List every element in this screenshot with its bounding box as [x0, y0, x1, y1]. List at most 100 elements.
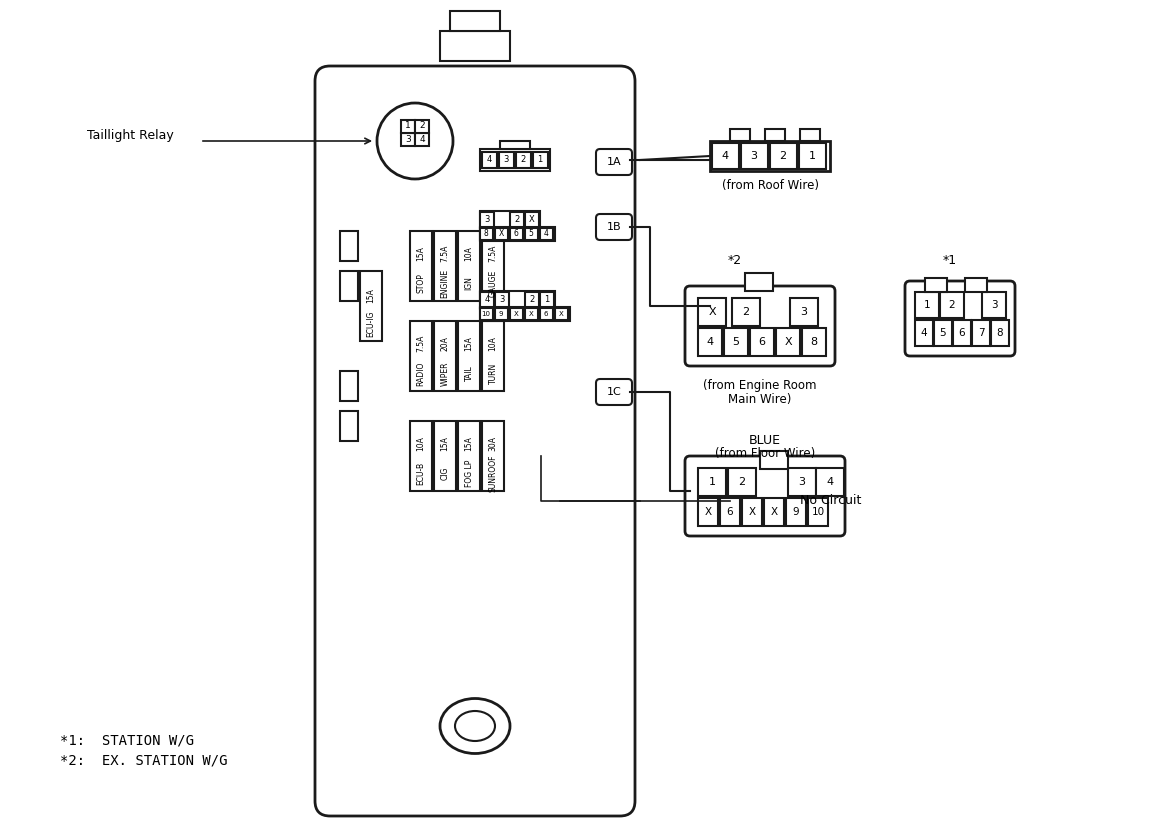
Text: ECU-IG: ECU-IG — [367, 310, 375, 337]
FancyBboxPatch shape — [410, 421, 432, 491]
FancyBboxPatch shape — [730, 129, 750, 141]
Text: X: X — [771, 507, 778, 517]
Text: 8: 8 — [484, 229, 489, 238]
FancyBboxPatch shape — [764, 498, 784, 526]
Text: X: X — [498, 229, 504, 238]
FancyBboxPatch shape — [728, 468, 756, 496]
Text: X: X — [749, 507, 756, 517]
Text: 1: 1 — [808, 151, 815, 161]
FancyBboxPatch shape — [495, 292, 509, 308]
FancyBboxPatch shape — [770, 143, 796, 169]
FancyBboxPatch shape — [479, 211, 540, 229]
FancyBboxPatch shape — [500, 141, 531, 149]
Text: 4: 4 — [484, 296, 490, 304]
Text: 15A: 15A — [464, 436, 474, 451]
FancyBboxPatch shape — [731, 298, 760, 326]
Text: 2: 2 — [514, 215, 520, 224]
FancyBboxPatch shape — [440, 31, 510, 61]
Text: *1: *1 — [943, 254, 957, 268]
FancyBboxPatch shape — [808, 498, 828, 526]
Text: 6: 6 — [727, 507, 734, 517]
Text: 6: 6 — [513, 229, 519, 238]
FancyBboxPatch shape — [816, 468, 844, 496]
FancyBboxPatch shape — [482, 321, 504, 391]
Text: X: X — [558, 311, 563, 317]
Text: 7.5A: 7.5A — [417, 335, 425, 352]
Ellipse shape — [455, 711, 495, 741]
FancyBboxPatch shape — [765, 129, 785, 141]
Text: BLUE: BLUE — [749, 435, 781, 448]
Text: 10: 10 — [482, 311, 490, 317]
Text: ECU-B: ECU-B — [417, 462, 425, 485]
FancyBboxPatch shape — [479, 291, 555, 309]
FancyBboxPatch shape — [479, 228, 493, 240]
FancyBboxPatch shape — [800, 129, 820, 141]
FancyBboxPatch shape — [596, 379, 632, 405]
FancyBboxPatch shape — [742, 498, 762, 526]
FancyBboxPatch shape — [540, 292, 554, 308]
Text: X: X — [784, 337, 792, 347]
FancyBboxPatch shape — [479, 149, 550, 171]
FancyBboxPatch shape — [741, 143, 767, 169]
FancyBboxPatch shape — [340, 231, 358, 261]
Text: No Circuit: No Circuit — [800, 494, 861, 508]
FancyBboxPatch shape — [495, 308, 509, 320]
FancyBboxPatch shape — [802, 328, 825, 356]
Text: 4: 4 — [721, 151, 729, 161]
FancyBboxPatch shape — [457, 321, 479, 391]
FancyBboxPatch shape — [401, 120, 414, 132]
Text: 1C: 1C — [607, 387, 621, 397]
FancyBboxPatch shape — [940, 292, 964, 318]
FancyBboxPatch shape — [788, 468, 816, 496]
FancyBboxPatch shape — [434, 421, 456, 491]
Text: SUNROOF: SUNROOF — [489, 455, 498, 492]
Text: 3: 3 — [484, 215, 490, 224]
Text: (from Engine Room: (from Engine Room — [704, 380, 816, 392]
Text: 4: 4 — [486, 155, 491, 165]
Text: 4: 4 — [706, 337, 714, 347]
FancyBboxPatch shape — [760, 451, 788, 469]
Text: 9: 9 — [793, 507, 799, 517]
FancyBboxPatch shape — [450, 11, 500, 31]
Text: STOP: STOP — [417, 273, 425, 293]
FancyBboxPatch shape — [315, 66, 635, 816]
Text: 4: 4 — [921, 328, 928, 338]
FancyBboxPatch shape — [745, 273, 773, 291]
Text: 1: 1 — [405, 121, 411, 130]
FancyBboxPatch shape — [414, 120, 430, 132]
Text: *1:  STATION W/G: *1: STATION W/G — [60, 734, 194, 748]
FancyBboxPatch shape — [410, 231, 432, 301]
Text: Main Wire): Main Wire) — [728, 392, 792, 406]
FancyBboxPatch shape — [479, 212, 493, 228]
FancyBboxPatch shape — [525, 228, 538, 240]
Text: 1: 1 — [545, 296, 549, 304]
Text: 5: 5 — [939, 328, 946, 338]
Text: 3: 3 — [990, 300, 997, 310]
FancyBboxPatch shape — [724, 328, 748, 356]
Text: 7: 7 — [978, 328, 985, 338]
FancyBboxPatch shape — [965, 278, 987, 292]
FancyBboxPatch shape — [525, 212, 539, 228]
FancyBboxPatch shape — [953, 320, 971, 346]
FancyBboxPatch shape — [510, 308, 522, 320]
Text: 5: 5 — [733, 337, 740, 347]
FancyBboxPatch shape — [434, 231, 456, 301]
Text: 3: 3 — [504, 155, 509, 165]
FancyBboxPatch shape — [340, 411, 358, 441]
Text: RADIO: RADIO — [417, 361, 425, 386]
Ellipse shape — [440, 699, 510, 754]
FancyBboxPatch shape — [479, 308, 493, 320]
Text: 1A: 1A — [607, 157, 621, 167]
Text: 10A: 10A — [417, 436, 425, 451]
Text: 2: 2 — [529, 296, 534, 304]
FancyBboxPatch shape — [414, 132, 430, 145]
Text: IGN: IGN — [464, 277, 474, 291]
Text: CIG: CIG — [440, 467, 449, 480]
Text: 15A: 15A — [417, 246, 425, 261]
FancyBboxPatch shape — [499, 152, 514, 168]
FancyBboxPatch shape — [685, 456, 845, 536]
Text: GAUGE: GAUGE — [489, 270, 498, 297]
Text: 6: 6 — [758, 337, 765, 347]
Text: X: X — [528, 311, 533, 317]
Text: (from Roof Wire): (from Roof Wire) — [721, 179, 819, 193]
